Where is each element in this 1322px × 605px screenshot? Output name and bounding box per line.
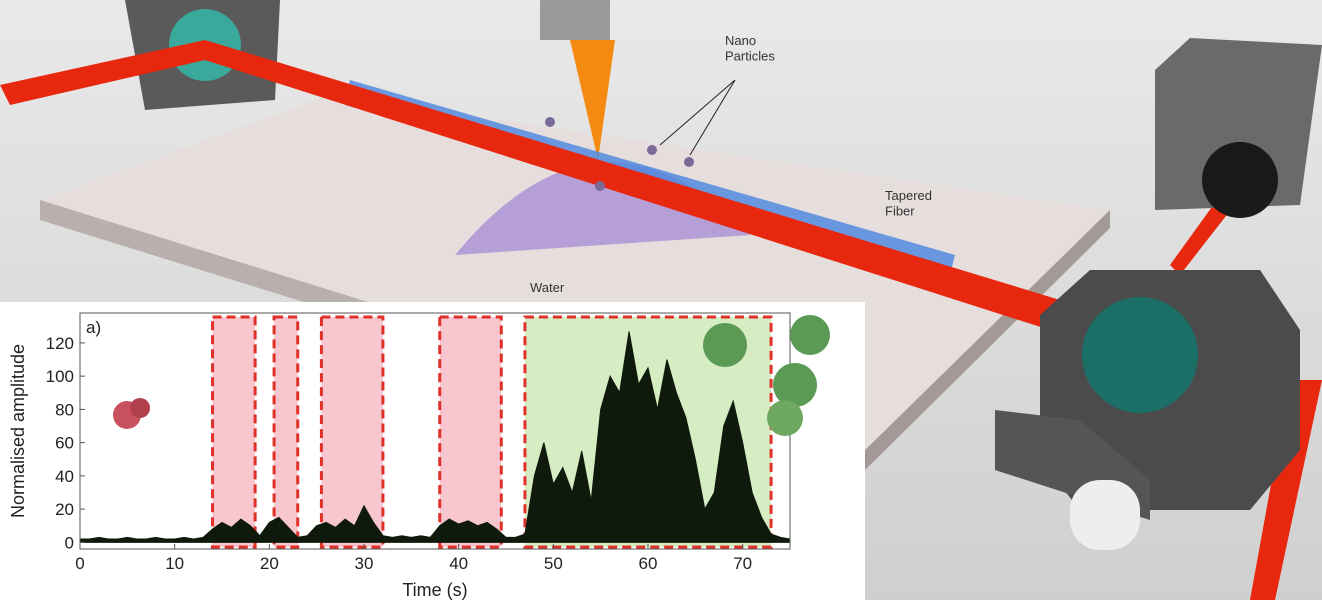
y-axis-label: Normalised amplitude: [8, 344, 28, 518]
x-tick-label: 0: [75, 554, 84, 573]
y-tick-label: 0: [65, 533, 74, 552]
y-tick-label: 40: [55, 467, 74, 486]
label: Water: [530, 280, 565, 295]
y-tick-label: 80: [55, 400, 74, 419]
x-tick-label: 30: [355, 554, 374, 573]
detector-port: [1202, 142, 1278, 218]
x-tick-label: 60: [639, 554, 658, 573]
particle: [647, 145, 657, 155]
particle: [545, 117, 555, 127]
panel-label: a): [86, 318, 101, 337]
figure: NanoParticles TaperedFiber Water 0102030…: [0, 0, 1322, 600]
x-axis-label: Time (s): [402, 580, 467, 600]
y-tick-label: 120: [46, 334, 74, 353]
region: [274, 317, 298, 547]
mirror: [1082, 297, 1198, 413]
x-tick-label: 70: [733, 554, 752, 573]
x-tick-label: 20: [260, 554, 279, 573]
y-tick-label: 20: [55, 500, 74, 519]
y-tick-label: 100: [46, 367, 74, 386]
particle: [595, 181, 605, 191]
x-tick-label: 10: [165, 554, 184, 573]
x-tick-label: 40: [449, 554, 468, 573]
particle: [684, 157, 694, 167]
tip-holder: [540, 0, 610, 40]
knob: [1070, 480, 1140, 550]
region: [213, 317, 256, 547]
x-tick-label: 50: [544, 554, 563, 573]
y-tick-label: 60: [55, 434, 74, 453]
region: [440, 317, 502, 547]
region: [321, 317, 383, 547]
